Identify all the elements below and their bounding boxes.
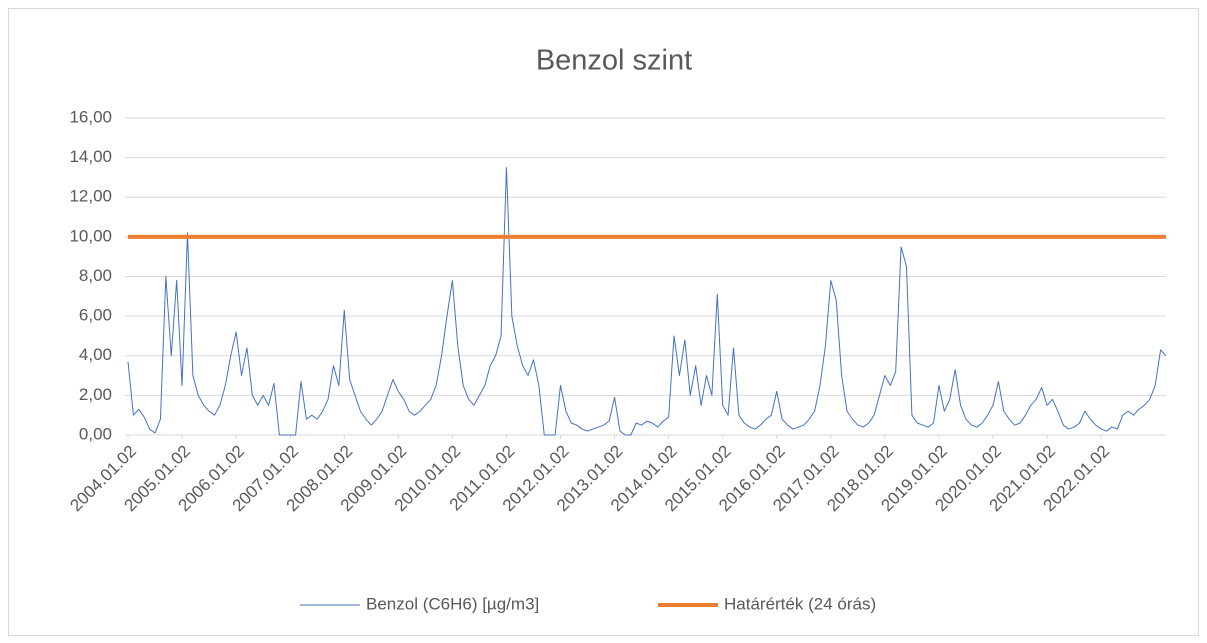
y-tick-label: 16,00 (69, 107, 112, 126)
y-tick-label: 4,00 (79, 345, 112, 364)
y-tick-label: 12,00 (69, 187, 112, 206)
y-tick-label: 8,00 (79, 266, 112, 285)
y-tick-label: 14,00 (69, 147, 112, 166)
chart-border (8, 8, 1199, 636)
y-tick-label: 0,00 (79, 424, 112, 443)
legend-label: Határérték (24 órás) (724, 594, 876, 613)
y-tick-label: 2,00 (79, 385, 112, 404)
series-line (127, 167, 1167, 436)
legend-label: Benzol (C6H6) [µg/m3] (366, 594, 539, 613)
y-tick-label: 10,00 (69, 226, 112, 245)
chart-title: Benzol szint (536, 45, 692, 77)
y-tick-label: 6,00 (79, 306, 112, 325)
